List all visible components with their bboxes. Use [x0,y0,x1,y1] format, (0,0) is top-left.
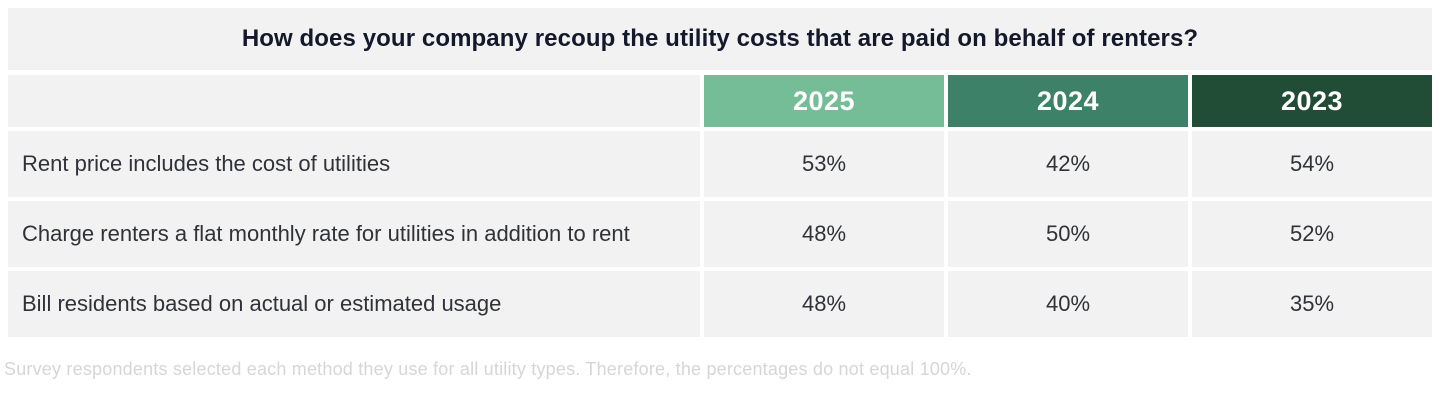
footnote: Survey respondents selected each method … [4,359,972,379]
row-label-flat-monthly-rate: Charge renters a flat monthly rate for u… [8,201,700,267]
column-header-2025: 2025 [704,75,944,127]
page-title: How does your company recoup the utility… [241,25,1199,52]
value-cell: 42% [948,131,1188,197]
survey-results-table: How does your company recoup the utility… [4,8,1432,379]
value-cell: 40% [948,271,1188,337]
column-header-2024: 2024 [948,75,1188,127]
table-title-bar: How does your company recoup the utility… [8,8,1432,70]
value-cell: 53% [704,131,944,197]
value-cell: 54% [1192,131,1432,197]
column-header-2023: 2023 [1192,75,1432,127]
corner-cell [8,75,700,127]
value-cell: 52% [1192,201,1432,267]
data-table: 2025 2024 2023 Rent price includes the c… [8,75,1432,337]
value-cell: 35% [1192,271,1432,337]
value-cell: 48% [704,271,944,337]
value-cell: 50% [948,201,1188,267]
row-label-actual-estimated-usage: Bill residents based on actual or estima… [8,271,700,337]
row-label-rent-price: Rent price includes the cost of utilitie… [8,131,700,197]
value-cell: 48% [704,201,944,267]
